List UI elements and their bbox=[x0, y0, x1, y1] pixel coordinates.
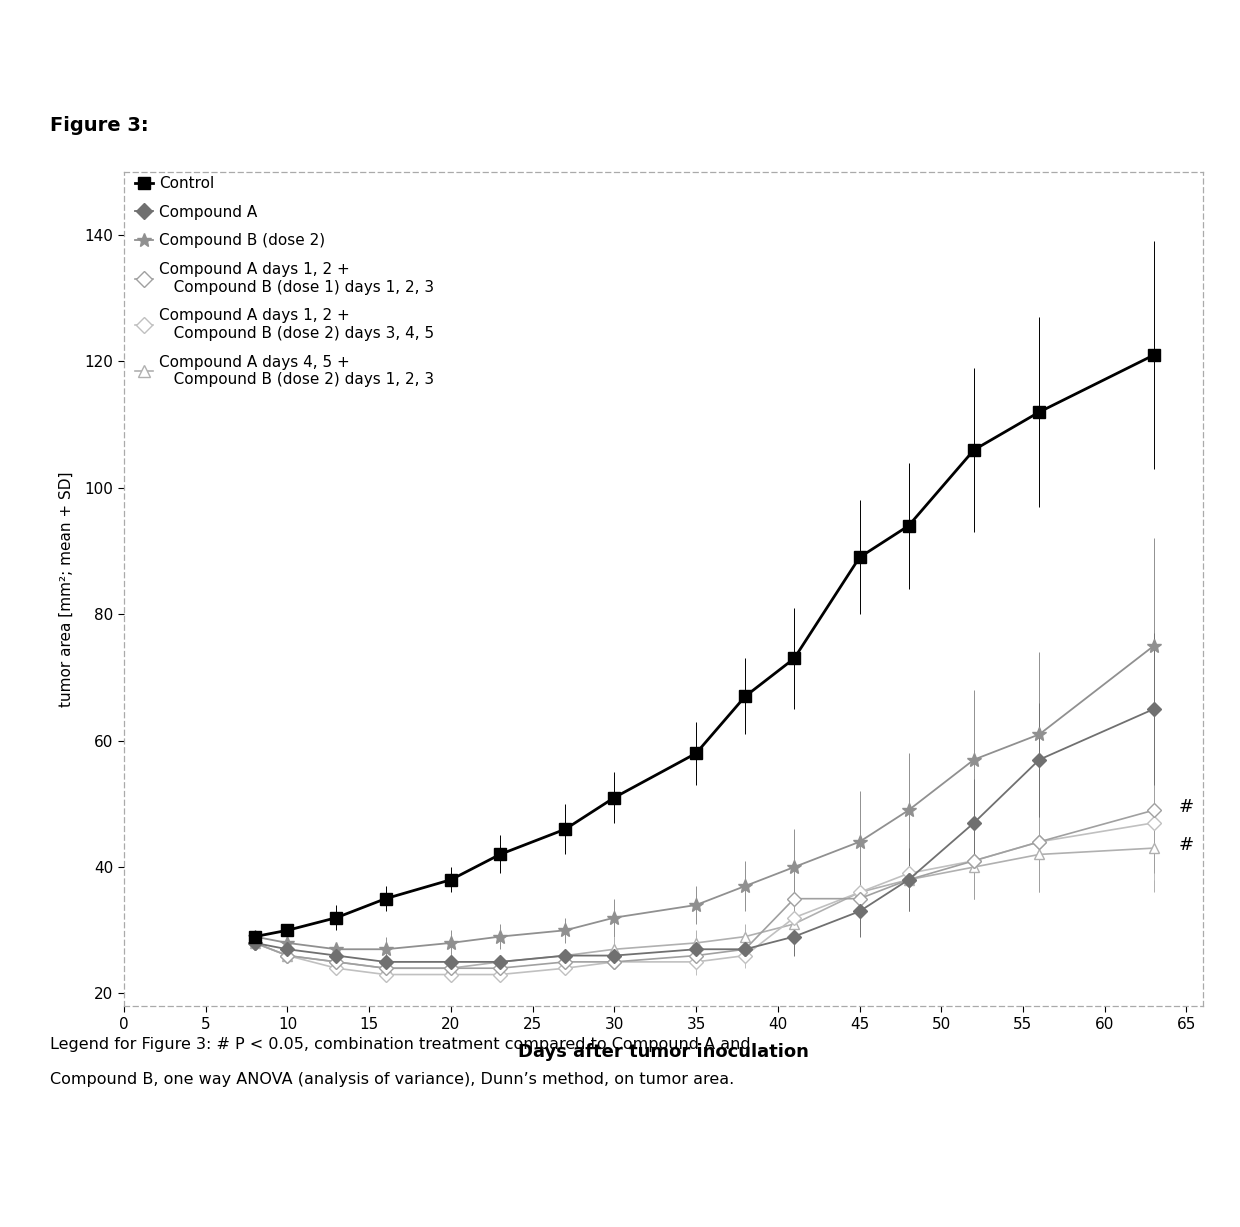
X-axis label: Days after tumor inoculation: Days after tumor inoculation bbox=[518, 1043, 808, 1060]
Text: #: # bbox=[1178, 836, 1193, 854]
Text: Legend for Figure 3: # P < 0.05, combination treatment compared to Compound A an: Legend for Figure 3: # P < 0.05, combina… bbox=[50, 1037, 750, 1087]
Y-axis label: tumor area [mm²; mean + SD]: tumor area [mm²; mean + SD] bbox=[58, 471, 73, 707]
Text: Figure 3:: Figure 3: bbox=[50, 117, 149, 135]
Text: #: # bbox=[1178, 798, 1193, 816]
Legend: Control, Compound A, Compound B (dose 2), Compound A days 1, 2 +
   Compound B (: Control, Compound A, Compound B (dose 2)… bbox=[135, 175, 434, 387]
